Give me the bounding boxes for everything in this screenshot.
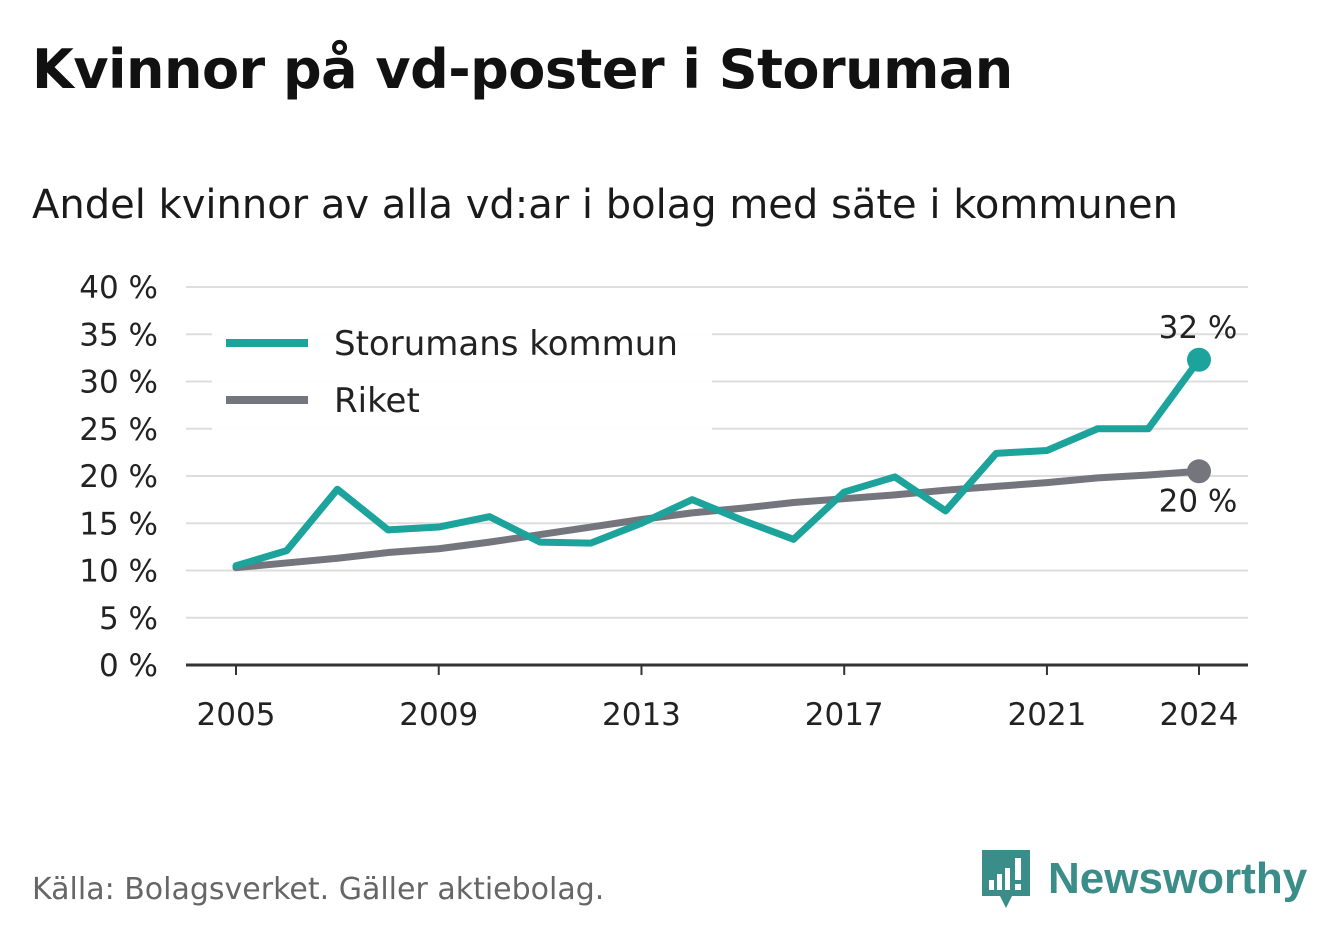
y-tick-label: 30 %	[79, 365, 158, 401]
legend-label: Riket	[334, 381, 420, 421]
x-tick-label: 2024	[1160, 697, 1239, 733]
y-tick-label: 25 %	[79, 412, 158, 448]
series-end-point	[1187, 459, 1211, 484]
legend-background	[212, 310, 712, 430]
end-value-label: 20 %	[1159, 483, 1238, 519]
source-note: Källa: Bolagsverket. Gäller aktiebolag.	[32, 872, 605, 907]
newsworthy-logo-icon	[982, 850, 1030, 908]
chart-title: Kvinnor på vd-poster i Storuman	[32, 38, 1013, 101]
x-axis-ticks: 2005 2009 2013 2017 2021 2024	[197, 665, 1239, 733]
series-end-point	[1187, 347, 1211, 372]
end-labels: 32 % 20 %	[1159, 310, 1238, 520]
y-tick-label: 40 %	[79, 270, 158, 306]
x-tick-label: 2017	[805, 697, 884, 733]
y-tick-label: 5 %	[99, 601, 158, 637]
x-tick-label: 2005	[197, 697, 276, 733]
end-value-label: 32 %	[1159, 310, 1238, 346]
x-tick-label: 2009	[399, 697, 478, 733]
series-lines	[232, 347, 1211, 572]
legend: Storumans kommun Riket	[212, 310, 712, 430]
y-tick-label: 20 %	[79, 459, 158, 495]
legend-label: Storumans kommun	[334, 324, 678, 364]
x-tick-label: 2013	[602, 697, 681, 733]
series-line	[232, 356, 1203, 570]
y-tick-label: 15 %	[79, 506, 158, 542]
brand-logo: Newsworthy	[982, 850, 1307, 908]
x-tick-label: 2021	[1007, 697, 1086, 733]
y-tick-label: 0 %	[99, 648, 158, 684]
y-tick-label: 10 %	[79, 554, 158, 590]
y-axis-ticks: 0 % 5 % 10 % 15 % 20 % 25 % 30 % 35 % 40 %	[79, 270, 158, 684]
y-tick-label: 35 %	[79, 317, 158, 353]
line-chart: 0 %5 %10 %15 %20 %25 %30 %35 %40 % 2005 2…	[79, 270, 1248, 733]
brand-name: Newsworthy	[1048, 854, 1308, 903]
chart-subtitle: Andel kvinnor av alla vd:ar i bolag med …	[32, 182, 1178, 228]
